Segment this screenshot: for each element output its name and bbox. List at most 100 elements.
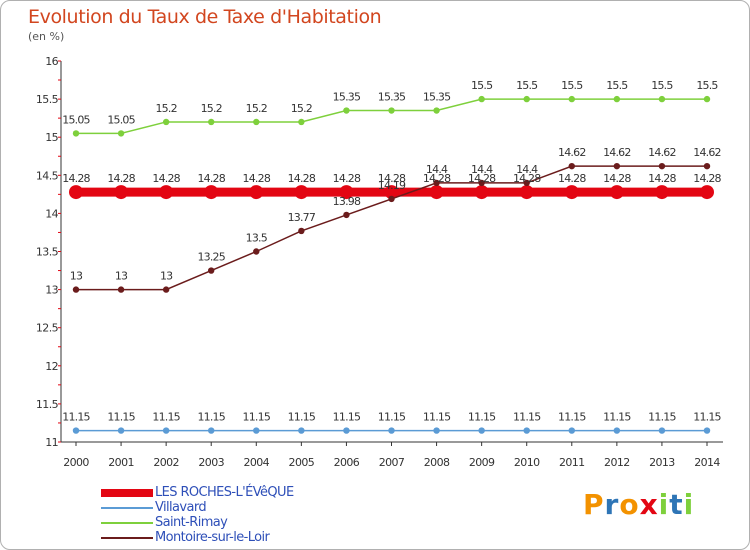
data-point bbox=[343, 107, 350, 114]
data-point bbox=[72, 130, 80, 137]
data-label: 15.05 bbox=[62, 113, 90, 126]
data-point bbox=[204, 185, 219, 200]
data-point bbox=[384, 185, 399, 200]
data-point bbox=[564, 185, 579, 200]
data-point bbox=[298, 227, 305, 235]
data-point bbox=[343, 427, 350, 434]
y-tick-label: 13.5 bbox=[36, 246, 59, 259]
x-tick-label: 2000 bbox=[63, 456, 89, 469]
data-labels: 14.28 14.28 14.28 14.28 14.28 14.28 14.28 14.28… bbox=[62, 79, 722, 424]
data-point bbox=[253, 118, 260, 126]
y-tick-label: 13 bbox=[45, 284, 58, 297]
data-point bbox=[208, 118, 215, 126]
x-tick-label: 2002 bbox=[153, 456, 179, 469]
x-tick-label: 2012 bbox=[604, 456, 630, 469]
data-label: 14.28 bbox=[62, 172, 90, 185]
legend-swatch bbox=[101, 537, 153, 539]
data-point bbox=[703, 427, 711, 434]
y-tick-label: 15.5 bbox=[36, 93, 59, 106]
data-label: 13 bbox=[115, 270, 128, 283]
axes: 11 11.5 12 12.5 13 13.5 14 14.5 15 15.5 16 2000 2001… bbox=[36, 55, 723, 469]
data-label: 14.62 bbox=[603, 146, 631, 159]
data-point bbox=[72, 427, 80, 434]
data-label: 14.28 bbox=[378, 172, 406, 185]
data-point bbox=[654, 185, 669, 200]
data-label: 11.15 bbox=[693, 411, 721, 424]
data-label: 14.28 bbox=[197, 172, 225, 185]
x-tick-label: 2009 bbox=[469, 456, 495, 469]
data-point bbox=[478, 95, 485, 103]
data-point bbox=[208, 427, 215, 434]
data-point bbox=[433, 179, 440, 187]
data-point bbox=[478, 179, 485, 187]
data-point bbox=[429, 185, 444, 200]
data-label: 14.28 bbox=[558, 172, 586, 185]
data-point bbox=[298, 427, 305, 434]
chart-title: Evolution du Taux de Taxe d'Habitation bbox=[28, 6, 382, 28]
data-label: 15.35 bbox=[378, 91, 406, 104]
data-label: 15.5 bbox=[651, 79, 673, 92]
data-label: 11.15 bbox=[243, 411, 271, 424]
data-point bbox=[700, 185, 714, 200]
data-point bbox=[523, 179, 530, 187]
data-label: 14.28 bbox=[648, 172, 676, 185]
y-tick-label: 11 bbox=[45, 436, 58, 449]
data-label: 15.5 bbox=[606, 79, 628, 92]
x-tick-label: 2013 bbox=[649, 456, 675, 469]
x-tick-label: 2007 bbox=[379, 456, 405, 469]
data-label: 11.15 bbox=[378, 411, 406, 424]
x-tick-label: 2005 bbox=[289, 456, 315, 469]
data-label: 14.28 bbox=[333, 172, 361, 185]
data-label: 14.28 bbox=[603, 172, 631, 185]
data-point bbox=[568, 162, 575, 170]
logo-letter: x bbox=[639, 488, 659, 521]
data-point bbox=[339, 185, 354, 200]
data-label: 15.2 bbox=[155, 102, 176, 115]
data-label: 14.28 bbox=[468, 172, 496, 185]
y-tick-label: 16 bbox=[45, 55, 58, 68]
data-point bbox=[658, 95, 666, 103]
data-label: 11.15 bbox=[333, 411, 361, 424]
data-label: 13 bbox=[160, 270, 173, 283]
y-tick-label: 12 bbox=[45, 360, 58, 373]
data-point bbox=[253, 427, 260, 434]
data-point bbox=[343, 211, 350, 219]
data-label: 15.2 bbox=[291, 102, 312, 115]
unit-label: (en %) bbox=[28, 30, 65, 43]
data-point bbox=[208, 267, 215, 274]
data-point bbox=[613, 95, 621, 103]
data-label: 14.28 bbox=[288, 172, 316, 185]
data-label: 15.35 bbox=[333, 91, 361, 104]
data-point bbox=[253, 248, 260, 255]
data-point bbox=[523, 95, 530, 103]
logo-letter: t bbox=[669, 488, 684, 521]
data-label: 15.5 bbox=[561, 79, 583, 92]
legend-label: Montoire-sur-le-Loir bbox=[155, 530, 270, 545]
x-tick-label: 2011 bbox=[559, 456, 585, 469]
data-point bbox=[568, 95, 575, 103]
data-point bbox=[294, 185, 309, 200]
data-label: 15.5 bbox=[696, 79, 718, 92]
data-label: 14.28 bbox=[152, 172, 180, 185]
data-label: 14.28 bbox=[243, 172, 271, 185]
legend-label: LES ROCHES-L'ÉVêQUE bbox=[155, 485, 294, 500]
data-point bbox=[162, 427, 170, 434]
data-label: 11.15 bbox=[107, 411, 135, 424]
data-point bbox=[249, 185, 264, 200]
data-point bbox=[388, 427, 395, 434]
data-point bbox=[72, 286, 80, 293]
data-point bbox=[474, 185, 489, 200]
data-point bbox=[613, 162, 621, 170]
data-label: 13.77 bbox=[288, 211, 316, 224]
x-tick-label: 2004 bbox=[243, 456, 269, 469]
data-label: 15.35 bbox=[423, 91, 451, 104]
data-label: 14.62 bbox=[693, 146, 721, 159]
data-label: 14.28 bbox=[513, 172, 541, 185]
logo-letter: o bbox=[619, 488, 640, 521]
data-label: 11.15 bbox=[197, 411, 225, 424]
data-point bbox=[478, 427, 485, 434]
data-point bbox=[523, 427, 530, 434]
data-point bbox=[114, 185, 129, 200]
y-tick-label: 15 bbox=[45, 131, 58, 144]
